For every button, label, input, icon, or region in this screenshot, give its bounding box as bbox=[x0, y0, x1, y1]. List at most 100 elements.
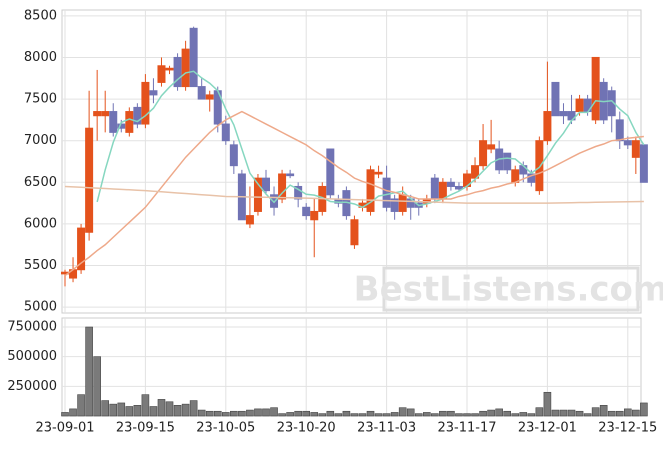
candle-body bbox=[374, 171, 383, 175]
candle-body bbox=[221, 123, 230, 142]
candle-body bbox=[245, 215, 254, 225]
volume-bar bbox=[270, 407, 278, 417]
candle-body bbox=[382, 177, 391, 208]
volume-bar bbox=[455, 413, 463, 417]
volume-bar bbox=[254, 408, 262, 417]
candle-body bbox=[366, 169, 375, 212]
volume-bar bbox=[535, 407, 544, 417]
candle-body bbox=[229, 144, 238, 167]
volume-bar bbox=[551, 409, 560, 417]
candle-body bbox=[446, 181, 455, 187]
volume-bar bbox=[366, 410, 375, 417]
candle-body bbox=[302, 206, 311, 217]
volume-bar bbox=[222, 412, 230, 417]
candle-body bbox=[189, 27, 198, 88]
volume-bar bbox=[302, 410, 311, 417]
candle-body bbox=[141, 81, 150, 125]
candle-body bbox=[503, 152, 512, 171]
volume-bar bbox=[189, 400, 198, 417]
volume-bar bbox=[165, 401, 174, 417]
volume-bar bbox=[479, 410, 487, 417]
volume-bar bbox=[599, 405, 608, 417]
volume-bar bbox=[197, 409, 206, 417]
volume-bar bbox=[495, 408, 503, 417]
volume-bar bbox=[350, 413, 359, 417]
x-tick-label: 23-09-01 bbox=[35, 421, 94, 436]
volume-bar bbox=[607, 410, 616, 417]
volume-bar bbox=[463, 413, 471, 417]
volume-bar bbox=[487, 409, 495, 417]
volume-bar bbox=[77, 394, 85, 417]
volume-bar bbox=[109, 403, 118, 417]
volume-bar bbox=[632, 409, 640, 417]
candle-body bbox=[615, 119, 624, 142]
y-tick-label: 500000 bbox=[7, 349, 57, 364]
volume-bar bbox=[93, 356, 101, 417]
y-tick-label: 7000 bbox=[24, 133, 57, 148]
candle-body bbox=[551, 81, 560, 117]
candle-body bbox=[157, 65, 166, 83]
watermark-box bbox=[382, 266, 640, 312]
candle-body bbox=[93, 111, 102, 117]
y-tick-label: 5500 bbox=[24, 258, 57, 273]
volume-bar bbox=[294, 410, 302, 417]
candle-body bbox=[487, 144, 496, 150]
volume-bar bbox=[85, 326, 93, 417]
candle-body bbox=[197, 86, 206, 100]
candle-body bbox=[109, 111, 118, 133]
volume-bar bbox=[559, 409, 568, 417]
volume-bar bbox=[382, 413, 391, 417]
candle-body bbox=[294, 185, 303, 200]
volume-bar bbox=[101, 400, 109, 417]
volume-bar bbox=[69, 408, 77, 417]
candle-body bbox=[607, 90, 616, 117]
volume-bar bbox=[447, 410, 455, 417]
volume-bar bbox=[334, 413, 343, 417]
moving-average-line bbox=[64, 110, 644, 277]
y-tick-label: 8500 bbox=[24, 8, 57, 23]
candle-body bbox=[438, 181, 447, 200]
y-tick-label: 6000 bbox=[24, 216, 57, 231]
candle-body bbox=[559, 111, 568, 117]
volume-bar bbox=[358, 413, 367, 417]
x-tick-label: 23-11-17 bbox=[437, 421, 496, 436]
candle-body bbox=[519, 165, 528, 175]
x-tick-label: 23-12-15 bbox=[598, 421, 657, 436]
volume-bar bbox=[519, 412, 528, 417]
candle-body bbox=[262, 177, 270, 192]
volume-bar bbox=[567, 409, 576, 417]
volume-bar bbox=[310, 412, 319, 417]
candle-body bbox=[575, 98, 584, 113]
moving-average-line bbox=[64, 185, 644, 204]
candle-body bbox=[535, 140, 544, 192]
volume-bar bbox=[141, 394, 150, 417]
candle-body bbox=[326, 148, 335, 196]
volume-bar bbox=[173, 405, 182, 417]
y-tick-label: 250000 bbox=[7, 379, 57, 394]
volume-bar bbox=[406, 408, 415, 417]
candle-body bbox=[623, 140, 632, 146]
volume-bar bbox=[326, 410, 335, 417]
candle-body bbox=[471, 165, 480, 179]
volume-bar bbox=[238, 410, 246, 417]
candle-body bbox=[253, 177, 262, 212]
x-tick-label: 23-09-15 bbox=[116, 421, 175, 436]
x-tick-label: 23-12-01 bbox=[518, 421, 577, 436]
volume-bar bbox=[615, 410, 624, 417]
candle-body bbox=[125, 111, 134, 133]
candle-body bbox=[479, 140, 488, 167]
x-tick-label: 23-10-05 bbox=[196, 421, 255, 436]
y-tick-label: 5000 bbox=[24, 300, 57, 315]
volume-bar bbox=[583, 413, 592, 417]
candle-body bbox=[454, 185, 463, 190]
volume-bar bbox=[61, 412, 69, 417]
volume-bar bbox=[591, 407, 600, 417]
volume-bar bbox=[262, 408, 270, 417]
candle-body bbox=[286, 173, 295, 177]
candle-body bbox=[430, 177, 439, 200]
volume-bar bbox=[471, 413, 479, 417]
volume-bar bbox=[414, 413, 423, 417]
volume-bar bbox=[149, 406, 158, 417]
candle-body bbox=[165, 67, 174, 71]
